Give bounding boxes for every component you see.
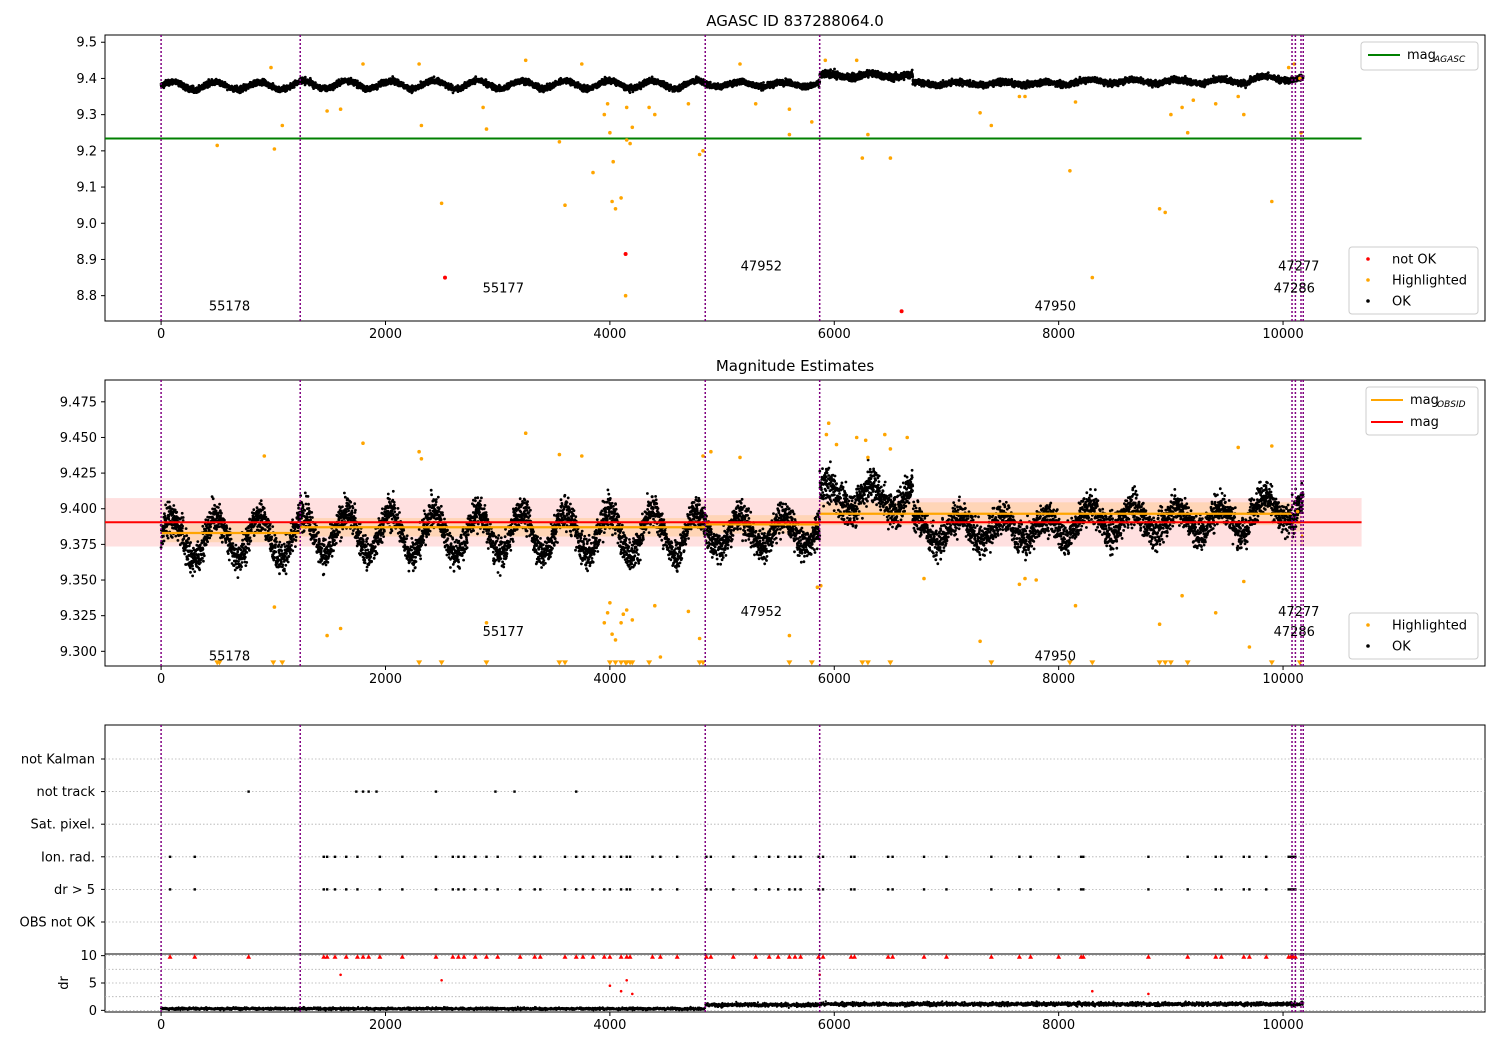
chart1-ok-point (432, 75, 436, 79)
chart1-ok-point (911, 75, 915, 79)
chart1-ok-point (910, 68, 914, 72)
chart1-axes (104, 34, 1486, 322)
chart1-ok-point (708, 80, 712, 84)
chart1-ok-point (628, 91, 632, 94)
chart1-ok-point (829, 68, 832, 71)
chart1-ok-point (762, 81, 765, 84)
chart1-ok-point (303, 75, 307, 79)
chart1-ok-point (902, 78, 906, 82)
chart1-ok-point (312, 87, 315, 90)
chart1-ok-point (892, 80, 896, 83)
chart1-ok-point-group (159, 67, 1305, 95)
chart1-ok-point (833, 67, 836, 71)
chart1-ok-point (474, 75, 478, 79)
